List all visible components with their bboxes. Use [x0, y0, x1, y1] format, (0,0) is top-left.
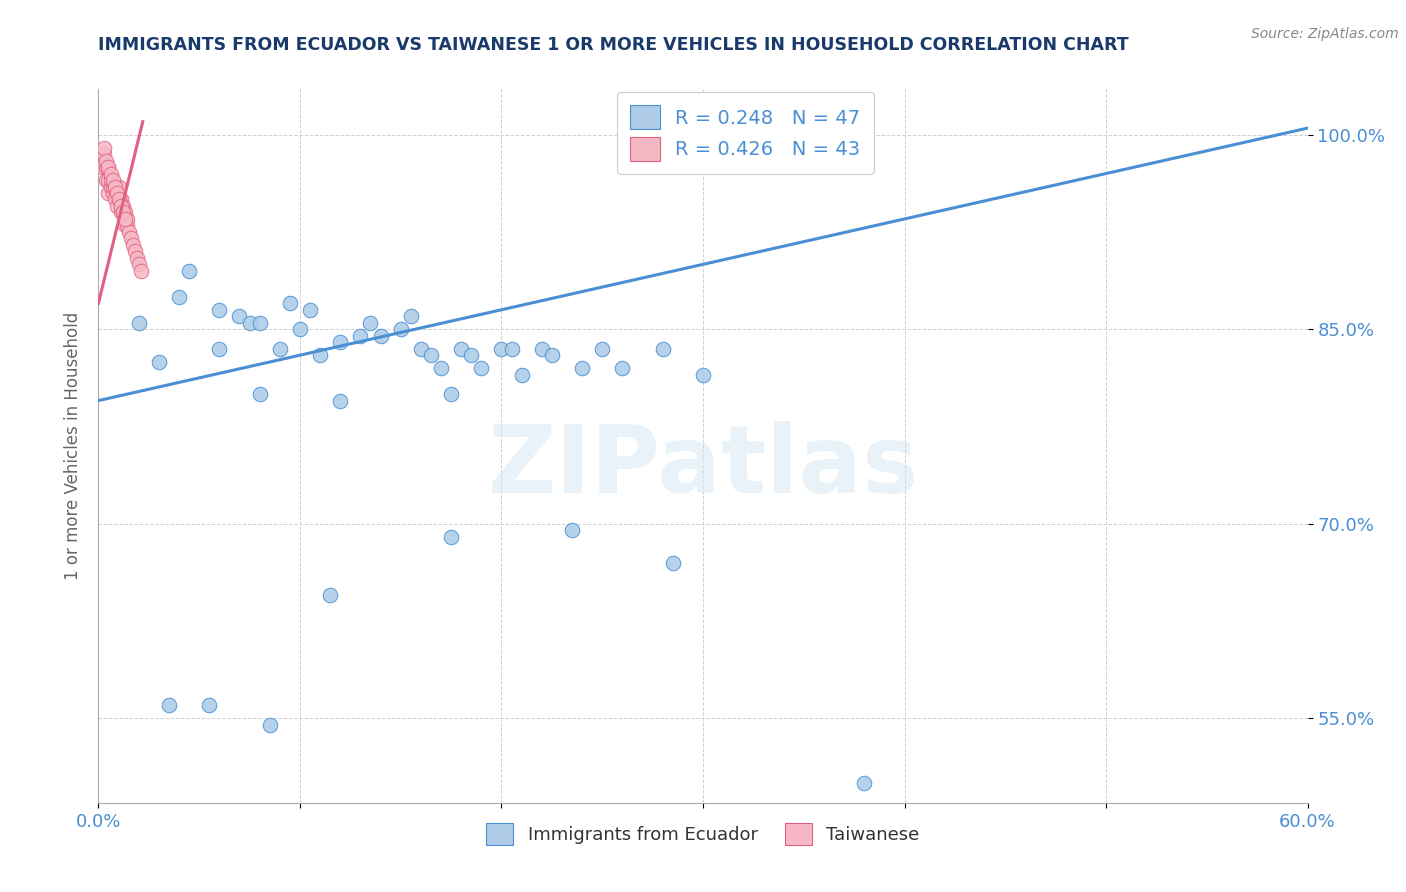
Point [370, 328, 392, 343]
Point [111, 199, 134, 213]
Point [299, 302, 322, 317]
Point [651, 342, 673, 356]
Point [110, 205, 132, 219]
Point [97, 160, 120, 174]
Point [111, 205, 134, 219]
Point [591, 342, 613, 356]
Text: ZIPatlas: ZIPatlas [488, 421, 918, 514]
Point [107, 193, 129, 207]
Point [249, 316, 271, 330]
Point [101, 173, 124, 187]
Point [208, 302, 231, 317]
Point [101, 186, 124, 200]
Point [103, 179, 125, 194]
Point [409, 342, 432, 356]
Point [96, 153, 118, 168]
Point [97, 160, 120, 174]
Point [128, 257, 150, 271]
Point [110, 199, 132, 213]
Point [288, 322, 311, 336]
Point [470, 361, 492, 376]
Point [148, 354, 170, 368]
Point [278, 296, 301, 310]
Point [105, 186, 128, 200]
Point [91, 160, 114, 174]
Y-axis label: 1 or more Vehicles in Household: 1 or more Vehicles in Household [63, 312, 82, 580]
Legend: Immigrants from Ecuador, Taiwanese: Immigrants from Ecuador, Taiwanese [474, 811, 932, 858]
Point [118, 225, 141, 239]
Point [853, 776, 876, 790]
Point [105, 186, 128, 200]
Point [491, 342, 513, 356]
Point [430, 361, 453, 376]
Point [249, 387, 271, 401]
Point [121, 238, 143, 252]
Point [399, 310, 422, 324]
Point [120, 231, 142, 245]
Point [228, 310, 250, 324]
Point [110, 193, 132, 207]
Point [100, 173, 122, 187]
Point [692, 368, 714, 382]
Point [319, 588, 342, 602]
Point [115, 211, 138, 226]
Point [96, 160, 118, 174]
Point [208, 342, 231, 356]
Point [450, 342, 472, 356]
Point [100, 179, 122, 194]
Point [157, 698, 180, 713]
Point [105, 199, 128, 213]
Point [360, 316, 382, 330]
Point [129, 264, 152, 278]
Point [389, 322, 412, 336]
Point [420, 348, 443, 362]
Point [612, 361, 634, 376]
Point [114, 219, 136, 233]
Point [460, 348, 482, 362]
Point [269, 342, 291, 356]
Point [103, 193, 125, 207]
Text: IMMIGRANTS FROM ECUADOR VS TAIWANESE 1 OR MORE VEHICLES IN HOUSEHOLD CORRELATION: IMMIGRANTS FROM ECUADOR VS TAIWANESE 1 O… [98, 36, 1129, 54]
Point [167, 290, 190, 304]
Point [198, 698, 221, 713]
Point [114, 205, 136, 219]
Point [93, 140, 115, 154]
Point [259, 718, 281, 732]
Point [661, 556, 683, 570]
Point [103, 179, 125, 194]
Point [115, 219, 138, 233]
Point [128, 316, 150, 330]
Point [111, 205, 134, 219]
Text: Source: ZipAtlas.com: Source: ZipAtlas.com [1251, 27, 1399, 41]
Point [530, 342, 553, 356]
Point [329, 393, 352, 408]
Point [561, 524, 583, 538]
Point [440, 387, 463, 401]
Point [179, 264, 201, 278]
Point [107, 193, 129, 207]
Point [309, 348, 332, 362]
Point [107, 179, 129, 194]
Point [510, 368, 533, 382]
Point [540, 348, 562, 362]
Point [501, 342, 523, 356]
Point [96, 173, 118, 187]
Point [101, 179, 124, 194]
Point [329, 335, 352, 350]
Point [125, 251, 148, 265]
Point [97, 186, 120, 200]
Point [93, 147, 115, 161]
Point [239, 316, 262, 330]
Point [440, 530, 463, 544]
Point [97, 173, 120, 187]
Point [100, 167, 122, 181]
Point [571, 361, 593, 376]
Point [124, 244, 146, 259]
Point [114, 211, 136, 226]
Point [349, 328, 371, 343]
